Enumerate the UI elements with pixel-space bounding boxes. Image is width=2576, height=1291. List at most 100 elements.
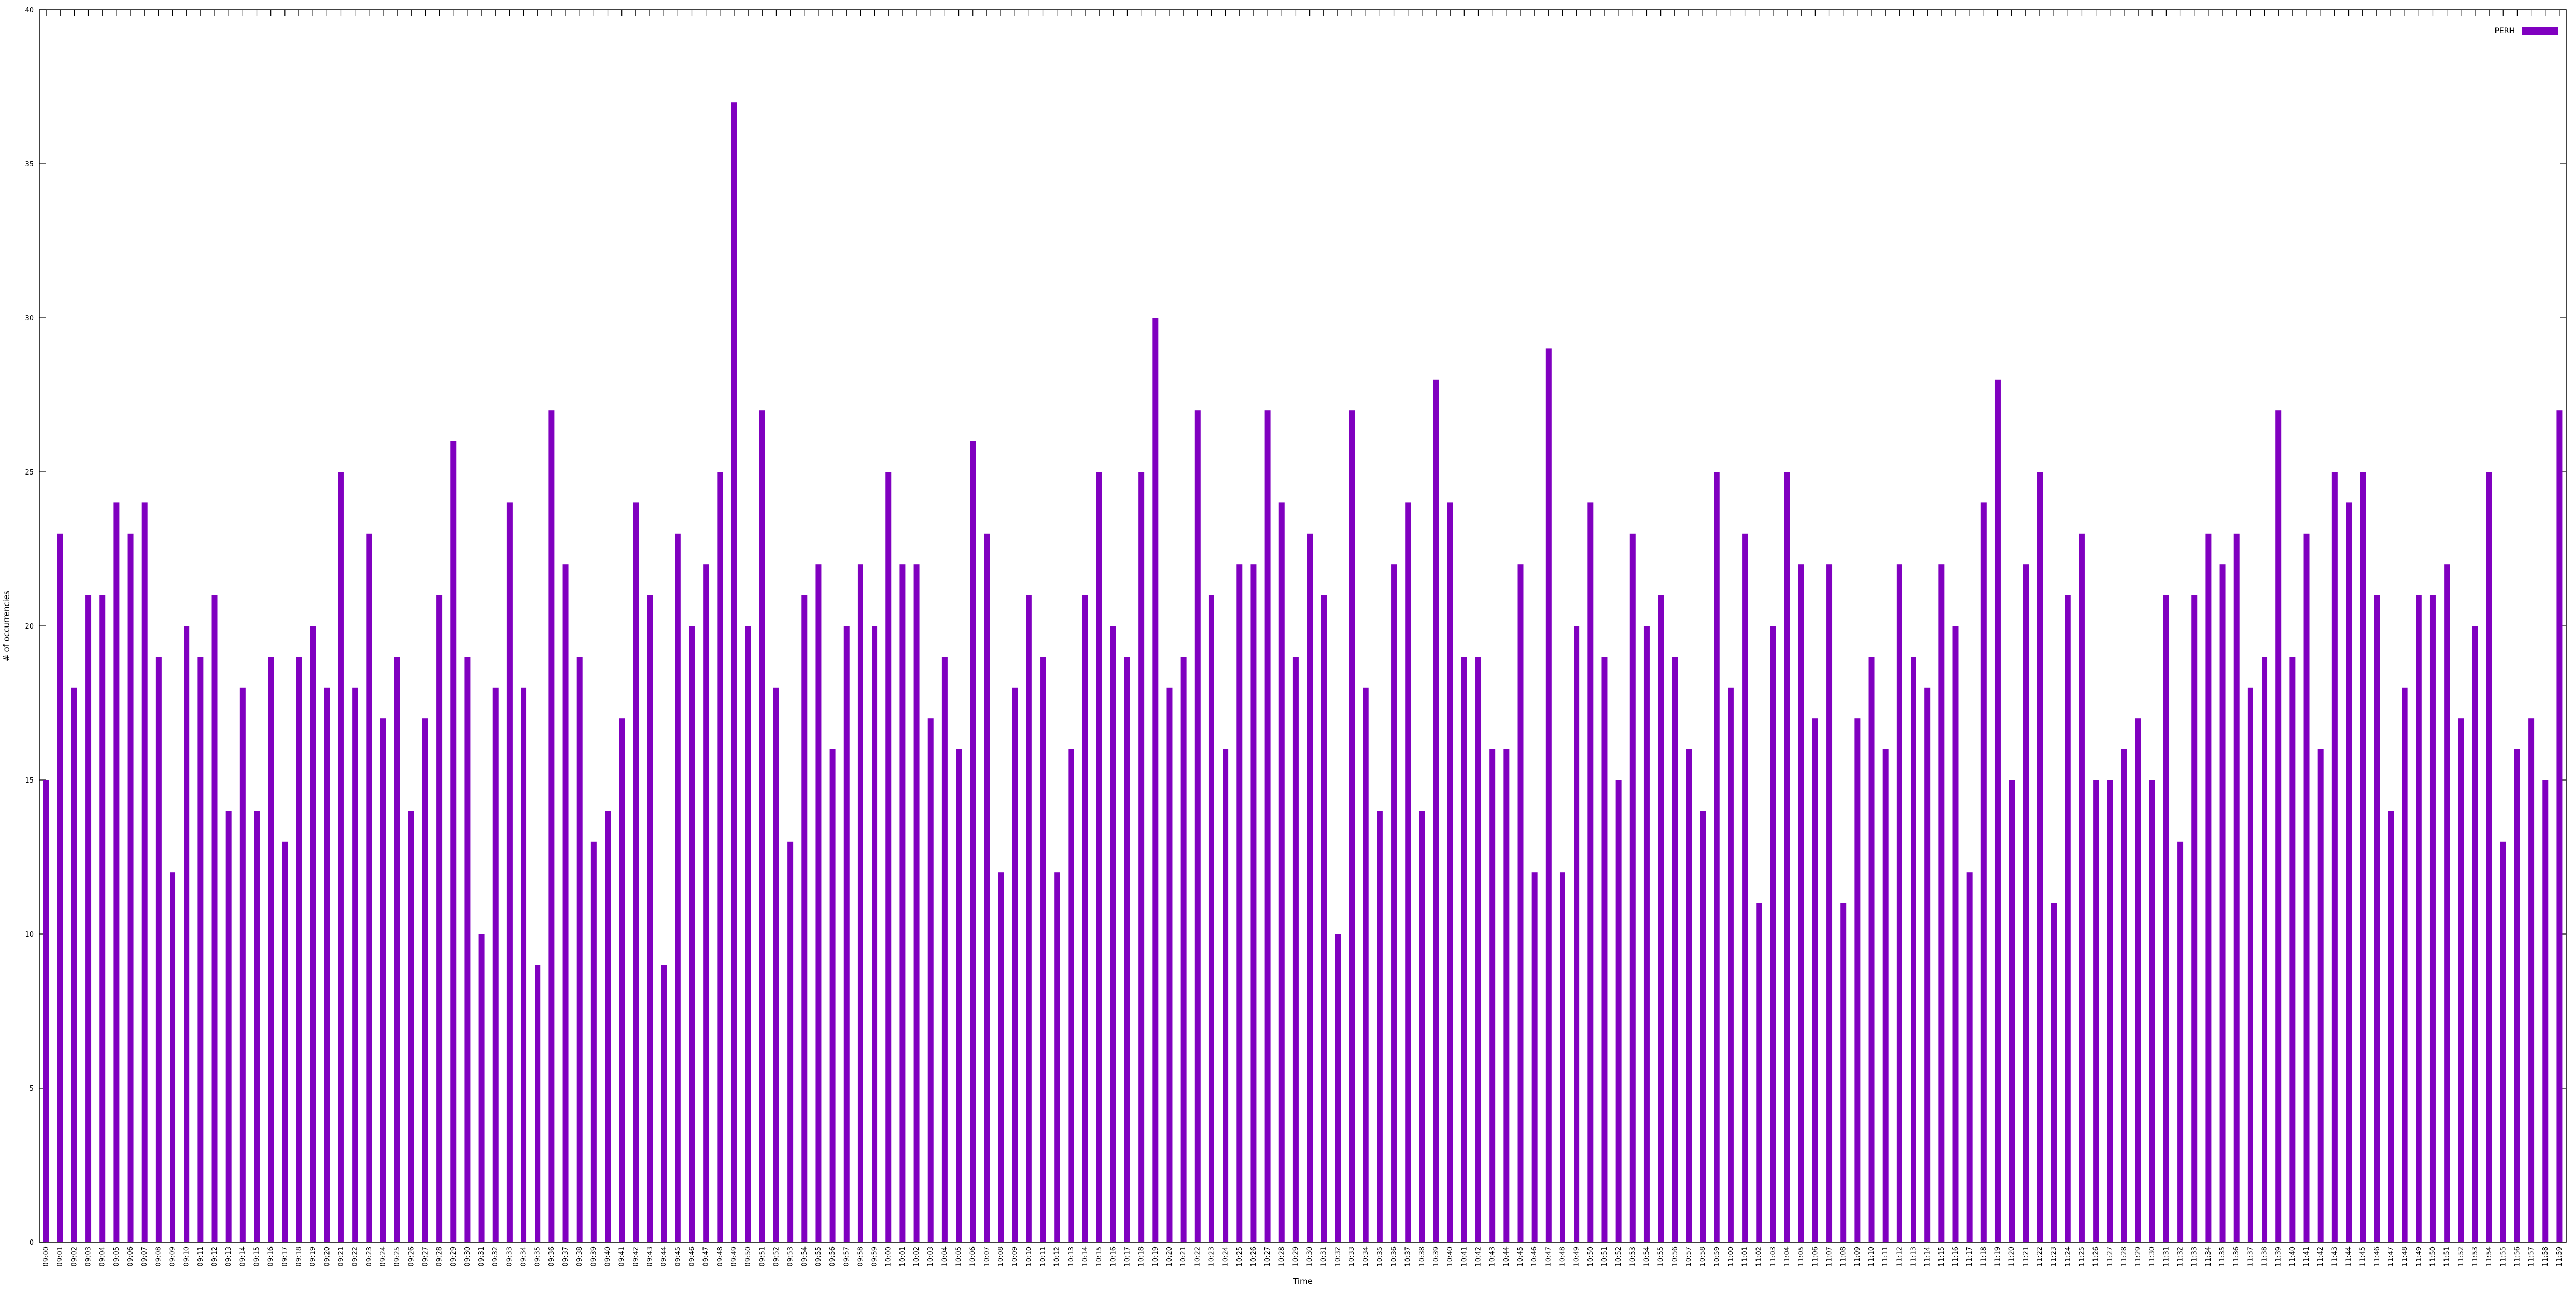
x-tick-label: 10:53 xyxy=(1629,1246,1637,1266)
bar xyxy=(998,872,1004,1242)
bar xyxy=(1292,657,1299,1242)
bar xyxy=(885,472,892,1242)
x-tick-label: 11:03 xyxy=(1769,1246,1777,1266)
x-tick-label: 09:56 xyxy=(829,1246,837,1266)
bar xyxy=(184,626,190,1242)
x-tick-label: 09:59 xyxy=(871,1246,879,1266)
bar xyxy=(1658,595,1664,1242)
bar xyxy=(605,811,611,1242)
x-tick-label: 11:23 xyxy=(2050,1246,2058,1266)
x-tick-label: 09:14 xyxy=(239,1246,247,1266)
x-tick-label: 10:31 xyxy=(1320,1246,1328,1266)
bar xyxy=(506,502,513,1242)
bar xyxy=(282,841,288,1242)
x-tick-label: 11:16 xyxy=(1952,1246,1960,1266)
bar xyxy=(1096,472,1102,1242)
bar xyxy=(1489,749,1496,1242)
x-tick-label: 10:57 xyxy=(1685,1246,1693,1266)
bar xyxy=(1672,657,1678,1242)
x-tick-label: 11:51 xyxy=(2443,1246,2451,1266)
bar xyxy=(478,934,485,1242)
bar xyxy=(1517,564,1524,1242)
x-tick-label: 10:37 xyxy=(1404,1246,1413,1266)
x-tick-label: 11:19 xyxy=(1994,1246,2002,1266)
bar xyxy=(394,657,400,1242)
bar xyxy=(2163,595,2169,1242)
x-tick-label: 09:33 xyxy=(506,1246,514,1266)
x-tick-label: 09:34 xyxy=(520,1246,528,1266)
x-tick-label: 11:39 xyxy=(2275,1246,2283,1266)
x-tick-label: 10:59 xyxy=(1713,1246,1721,1266)
bar xyxy=(1686,749,1692,1242)
x-tick-label: 10:33 xyxy=(1348,1246,1356,1266)
x-tick-label: 11:21 xyxy=(2022,1246,2030,1266)
bar xyxy=(857,564,863,1242)
bar xyxy=(1166,687,1173,1242)
x-tick-label: 09:08 xyxy=(155,1246,163,1266)
x-tick-label: 11:18 xyxy=(1980,1246,1988,1266)
y-tick-label: 10 xyxy=(25,931,34,939)
bar xyxy=(1896,564,1902,1242)
x-tick-label: 09:04 xyxy=(99,1246,107,1266)
x-tick-label: 10:29 xyxy=(1292,1246,1300,1266)
bar xyxy=(2121,749,2127,1242)
x-tick-label: 11:04 xyxy=(1783,1246,1791,1266)
bar xyxy=(1503,749,1510,1242)
x-tick-label: 09:53 xyxy=(787,1246,795,1266)
y-tick-label: 20 xyxy=(25,623,34,631)
bar xyxy=(57,533,63,1242)
bar xyxy=(211,595,218,1242)
bar xyxy=(1264,410,1271,1243)
bar xyxy=(352,687,358,1242)
bar xyxy=(1040,657,1046,1242)
x-tick-label: 11:33 xyxy=(2191,1246,2199,1266)
bar xyxy=(1826,564,1833,1242)
x-tick-label: 11:25 xyxy=(2078,1246,2086,1266)
x-tick-label: 10:07 xyxy=(983,1246,991,1266)
x-tick-label: 09:38 xyxy=(576,1246,584,1266)
x-tick-label: 10:09 xyxy=(1011,1246,1019,1266)
x-tick-label: 09:13 xyxy=(225,1246,233,1266)
bar xyxy=(1335,934,1341,1242)
bar xyxy=(170,872,176,1242)
bar xyxy=(2486,472,2492,1242)
bar xyxy=(2275,410,2282,1243)
bar xyxy=(380,718,386,1242)
bar xyxy=(2444,564,2450,1242)
x-tick-label: 09:00 xyxy=(42,1246,50,1266)
x-tick-label: 11:46 xyxy=(2373,1246,2381,1266)
x-tick-label: 10:58 xyxy=(1699,1246,1707,1266)
bar xyxy=(1475,657,1482,1242)
bar xyxy=(1601,657,1608,1242)
x-tick-label: 10:46 xyxy=(1531,1246,1539,1266)
bar xyxy=(113,502,120,1242)
bar xyxy=(2317,749,2324,1242)
bar xyxy=(1643,626,1650,1242)
y-tick-label: 35 xyxy=(25,161,34,169)
bar xyxy=(1980,502,1987,1242)
bar xyxy=(2191,595,2198,1242)
x-tick-label: 11:58 xyxy=(2542,1246,2550,1266)
x-tick-label: 10:38 xyxy=(1418,1246,1426,1266)
bar xyxy=(2262,657,2268,1242)
bar xyxy=(521,687,527,1242)
bar xyxy=(2374,595,2380,1242)
bar xyxy=(745,626,751,1242)
y-tick-label: 30 xyxy=(25,315,34,323)
x-tick-label: 10:10 xyxy=(1025,1246,1033,1266)
legend-label: PERH xyxy=(2494,27,2515,35)
bar xyxy=(1966,872,1973,1242)
x-tick-label: 09:18 xyxy=(295,1246,303,1266)
bar xyxy=(2388,811,2394,1242)
bar xyxy=(2079,533,2085,1242)
x-tick-label: 10:19 xyxy=(1152,1246,1160,1266)
x-tick-label: 11:38 xyxy=(2261,1246,2269,1266)
bar xyxy=(127,533,134,1242)
x-tick-label: 09:49 xyxy=(730,1246,738,1266)
x-tick-label: 09:55 xyxy=(815,1246,823,1266)
x-tick-label: 09:36 xyxy=(548,1246,556,1266)
x-tick-label: 10:43 xyxy=(1489,1246,1497,1266)
x-tick-label: 10:49 xyxy=(1573,1246,1581,1266)
